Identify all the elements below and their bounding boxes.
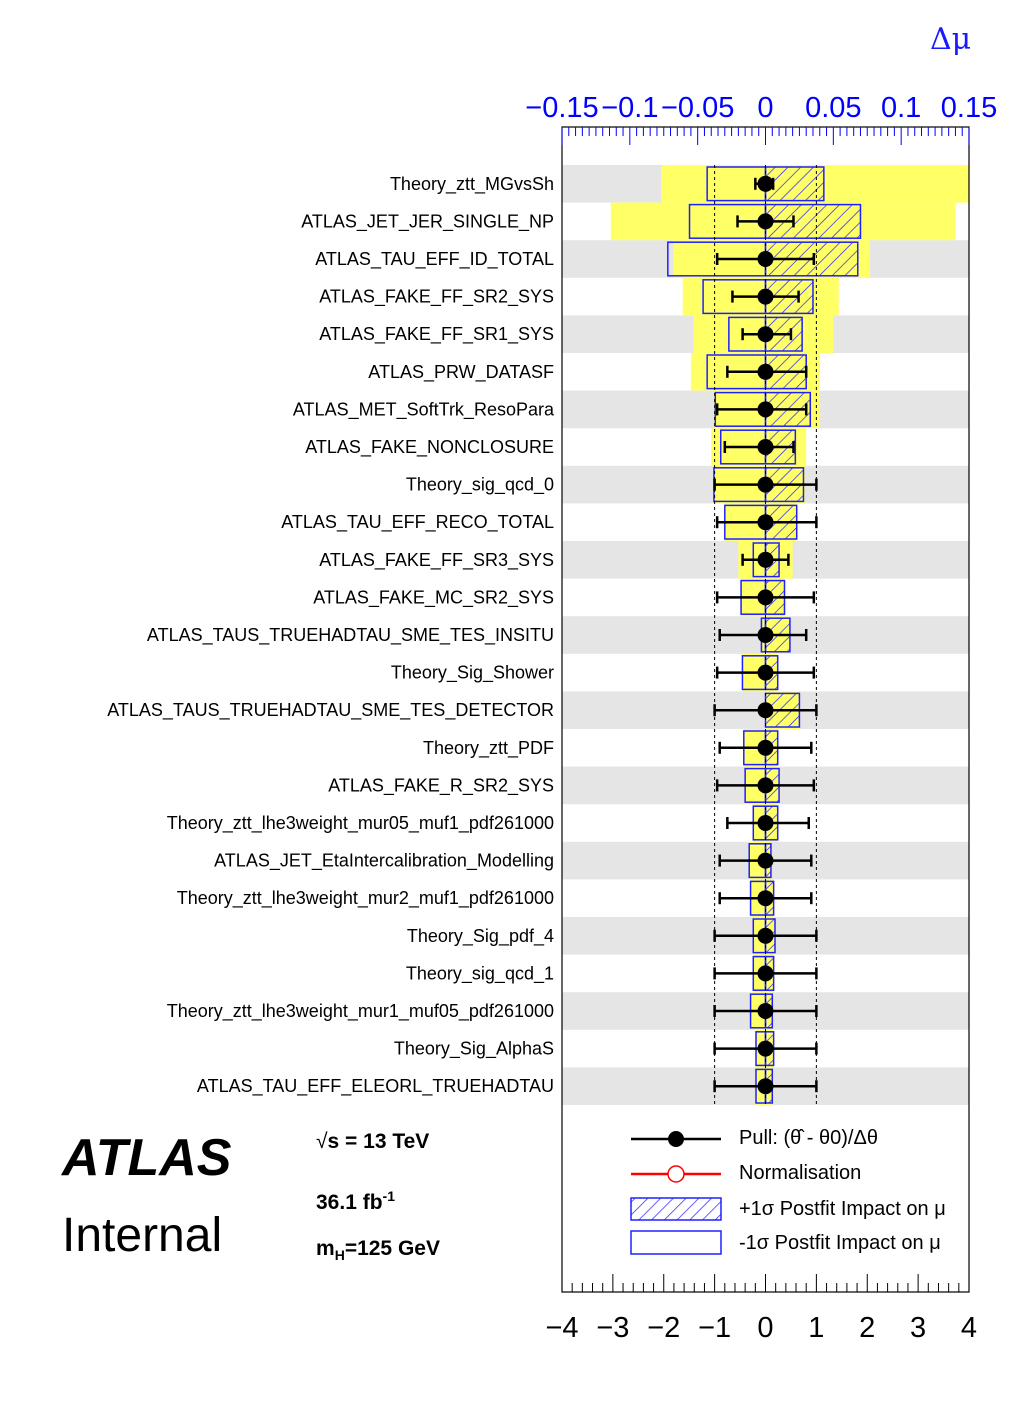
mass-value: =125 GeV [344, 1237, 440, 1260]
pull-point [757, 815, 774, 831]
top-tick-label: 0.1 [881, 92, 921, 124]
np-label: ATLAS_FAKE_R_SR2_SYS [328, 775, 554, 796]
legend-minus-swatch [630, 1230, 722, 1255]
top-tick-label: 0 [757, 92, 773, 124]
np-label: Theory_sig_qcd_0 [406, 475, 554, 496]
pull-point [757, 551, 774, 568]
top-tick-label: −0.05 [661, 92, 734, 124]
pull-point [757, 514, 774, 531]
mass-symbol: m [316, 1237, 335, 1260]
pull-point [757, 965, 774, 982]
np-label: Theory_Sig_AlphaS [394, 1039, 554, 1060]
bottom-tick-label: −1 [698, 1312, 731, 1344]
pull-point [757, 251, 774, 267]
np-label: Theory_Sig_Shower [391, 663, 554, 684]
energy-label: √s = 13 TeV [316, 1130, 429, 1154]
np-label: Theory_sig_qcd_1 [406, 963, 554, 984]
pull-point [757, 852, 774, 869]
pull-point [757, 702, 774, 719]
top-tick-label: −0.15 [525, 92, 598, 124]
pull-point [757, 1003, 774, 1019]
np-label: ATLAS_TAUS_TRUEHADTAU_SME_TES_DETECTOR [107, 700, 554, 721]
np-label: ATLAS_TAUS_TRUEHADTAU_SME_TES_INSITU [147, 625, 554, 646]
np-label: Theory_ztt_MGvsSh [390, 174, 554, 195]
energy-text: s = 13 TeV [327, 1130, 430, 1153]
postfit-plus-bar [764, 166, 825, 202]
np-label: Theory_ztt_lhe3weight_mur2_muf1_pdf26100… [177, 888, 554, 909]
internal-label: Internal [62, 1209, 223, 1262]
bottom-tick-label: −4 [545, 1312, 578, 1344]
pull-point [757, 401, 774, 418]
pull-point [757, 1078, 774, 1095]
legend-pull-marker [668, 1131, 684, 1147]
pull-point [757, 363, 774, 380]
legend-norm-label: Normalisation [739, 1162, 862, 1184]
bottom-tick-label: 4 [961, 1312, 977, 1344]
np-label: ATLAS_FAKE_NONCLOSURE [305, 437, 554, 458]
np-label: ATLAS_JET_JER_SINGLE_NP [301, 211, 554, 232]
pull-point [757, 439, 774, 455]
atlas-label: ATLAS [62, 1129, 232, 1187]
top-tick-label: 0.15 [941, 92, 997, 124]
pull-point [757, 777, 774, 794]
pull-point [757, 627, 774, 643]
legend-minus-label: -1σ Postfit Impact on μ [739, 1232, 941, 1254]
pull-point [757, 739, 774, 756]
pull-point [757, 175, 774, 192]
pull-point [757, 213, 774, 230]
np-label: Theory_ztt_PDF [423, 738, 554, 759]
pull-point [757, 476, 774, 493]
lumi-text: 36.1 fb [316, 1191, 383, 1214]
pull-point [757, 890, 774, 907]
pull-point [757, 1040, 774, 1057]
np-label: ATLAS_FAKE_MC_SR2_SYS [313, 587, 554, 608]
bottom-tick-label: 0 [757, 1312, 773, 1344]
bottom-tick-label: 3 [910, 1312, 926, 1344]
bottom-tick-label: 2 [859, 1312, 875, 1344]
top-tick-label: 0.05 [805, 92, 861, 124]
np-label: Theory_ztt_lhe3weight_mur1_muf05_pdf2610… [167, 1001, 554, 1022]
legend-pull-label: Pull: (θ̂ - θ0)/Δθ [739, 1127, 878, 1149]
bottom-tick-label: 1 [808, 1312, 824, 1344]
np-label: ATLAS_MET_SoftTrk_ResoPara [293, 399, 555, 420]
np-label: Theory_Sig_pdf_4 [407, 926, 554, 947]
np-label: ATLAS_TAU_EFF_RECO_TOTAL [281, 512, 554, 533]
pull-point [757, 664, 774, 681]
pull-point [757, 326, 774, 343]
np-label: ATLAS_TAU_EFF_ID_TOTAL [315, 249, 554, 270]
legend-plus-swatch [630, 1197, 722, 1221]
bottom-tick-label: −2 [647, 1312, 680, 1344]
np-label: ATLAS_PRW_DATASF [368, 362, 554, 383]
np-label: ATLAS_FAKE_FF_SR2_SYS [319, 287, 554, 308]
mass-subscript: H [334, 1247, 345, 1264]
legend-plus-label: +1σ Postfit Impact on μ [739, 1198, 946, 1220]
np-label: ATLAS_FAKE_FF_SR3_SYS [319, 550, 554, 571]
np-label: ATLAS_JET_EtaIntercalibration_Modelling [214, 851, 554, 872]
top-tick-label: −0.1 [601, 92, 658, 124]
np-label: ATLAS_TAU_EFF_ELEORL_TRUEHADTAU [197, 1076, 554, 1097]
lumi-label: 36.1 fb-1 [316, 1188, 395, 1215]
lumi-exponent: -1 [382, 1188, 395, 1204]
legend-norm-marker [667, 1165, 685, 1183]
np-label: Theory_ztt_lhe3weight_mur05_muf1_pdf2610… [167, 813, 554, 834]
np-label: ATLAS_FAKE_FF_SR1_SYS [319, 324, 554, 345]
mass-label: mH=125 GeV [316, 1237, 440, 1263]
pull-point [757, 589, 774, 606]
top-axis-title: Δμ [930, 22, 972, 57]
pull-point [757, 288, 774, 305]
bottom-tick-label: −3 [596, 1312, 629, 1344]
pull-point [757, 927, 774, 944]
sqrt-icon: √ [316, 1130, 328, 1153]
